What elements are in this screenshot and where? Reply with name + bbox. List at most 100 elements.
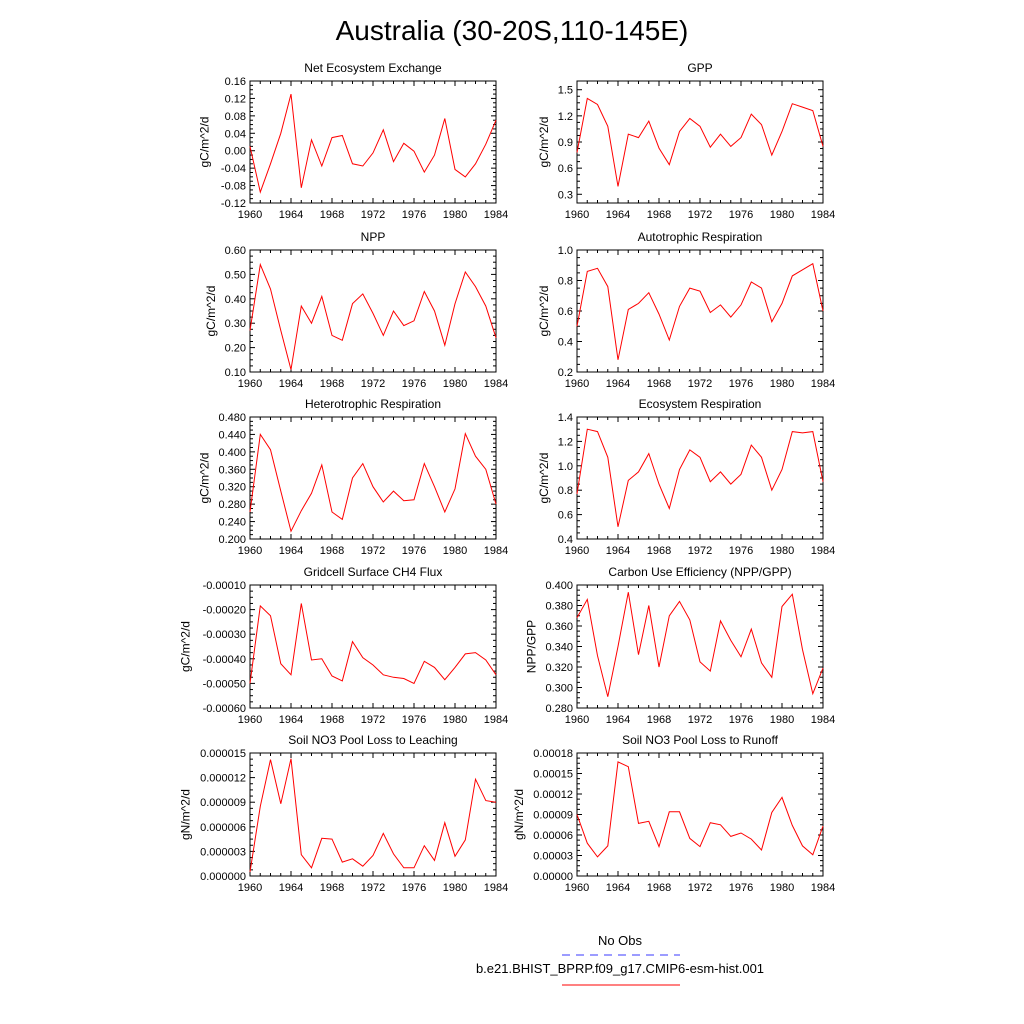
figure-title: Australia (30-20S,110-145E) bbox=[336, 15, 689, 46]
x-tick-label: 1960 bbox=[565, 378, 589, 390]
y-tick-label: 0.4 bbox=[558, 534, 573, 546]
y-tick-label: 0.000012 bbox=[200, 773, 246, 785]
x-tick-label: 1968 bbox=[320, 714, 344, 726]
y-tick-label: 0.000006 bbox=[200, 822, 246, 834]
panel-heterotrophic-respiration: Heterotrophic Respiration 1960 1964 1968 197… bbox=[198, 397, 509, 557]
y-tick-label: 0.08 bbox=[225, 111, 246, 123]
panel-title: NPP bbox=[361, 230, 386, 244]
x-tick-label: 1980 bbox=[443, 378, 467, 390]
panel-title: Carbon Use Efficiency (NPP/GPP) bbox=[608, 565, 791, 579]
x-tick-label: 1984 bbox=[484, 209, 508, 221]
y-tick-label: 0.00 bbox=[225, 146, 246, 158]
plot-frame bbox=[576, 416, 824, 540]
y-tick-label: 0.000015 bbox=[200, 748, 246, 760]
y-tick-label: 1.0 bbox=[558, 461, 573, 473]
panel-title: Autotrophic Respiration bbox=[638, 230, 763, 244]
panel-carbon-use-efficiency-npp-gpp: Carbon Use Efficiency (NPP/GPP) 1960 1964 1… bbox=[525, 565, 836, 726]
x-tick-label: 1968 bbox=[647, 209, 671, 221]
y-tick-label: 0.340 bbox=[545, 642, 573, 654]
panel-gpp: GPP 1960 1964 1968 1972 1976 1980 1984 0.3 0.6 0.9… bbox=[537, 61, 835, 221]
y-tick-label: 0.280 bbox=[218, 499, 246, 511]
x-tick-label: 1972 bbox=[688, 714, 712, 726]
x-tick-label: 1972 bbox=[361, 378, 385, 390]
panel-ecosystem-respiration: Ecosystem Respiration 1960 1964 1968 1972 197… bbox=[537, 397, 835, 557]
x-tick-label: 1960 bbox=[565, 545, 589, 557]
x-tick-label: 1960 bbox=[238, 378, 262, 390]
x-tick-label: 1984 bbox=[811, 378, 835, 390]
y-tick-label: 0.6 bbox=[558, 510, 573, 522]
x-tick-label: 1972 bbox=[688, 545, 712, 557]
x-tick-label: 1964 bbox=[279, 378, 303, 390]
panels-grid: Net Ecosystem Exchange 1960 1964 1968 1972 19… bbox=[179, 61, 836, 894]
x-tick-label: 1960 bbox=[238, 209, 262, 221]
y-tick-label: -0.00020 bbox=[203, 605, 246, 617]
series-line bbox=[249, 431, 497, 533]
y-tick-label: -0.00010 bbox=[203, 580, 246, 592]
y-tick-label: 0.00009 bbox=[533, 810, 573, 822]
y-tick-label: 0.60 bbox=[225, 245, 246, 257]
y-tick-label: 1.0 bbox=[558, 245, 573, 257]
y-tick-label: 1.2 bbox=[558, 111, 573, 123]
panel-soil-no3-pool-loss-to-leaching: Soil NO3 Pool Loss to Leaching 1960 1964 19… bbox=[179, 733, 509, 894]
y-tick-label: 0.360 bbox=[218, 464, 246, 476]
x-tick-label: 1984 bbox=[811, 545, 835, 557]
x-tick-label: 1964 bbox=[279, 209, 303, 221]
y-tick-label: -0.00040 bbox=[203, 654, 246, 666]
y-tick-label: -0.08 bbox=[221, 181, 246, 193]
y-tick-label: 0.16 bbox=[225, 76, 246, 88]
x-tick-label: 1972 bbox=[361, 882, 385, 894]
x-tick-label: 1980 bbox=[443, 545, 467, 557]
series-line bbox=[249, 262, 497, 370]
x-tick-label: 1976 bbox=[729, 545, 753, 557]
plot-frame bbox=[576, 584, 824, 709]
y-tick-label: 0.8 bbox=[558, 276, 573, 288]
x-tick-label: 1980 bbox=[770, 209, 794, 221]
y-tick-label: 0.00006 bbox=[533, 830, 573, 842]
panel-gridcell-surface-ch4-flux: Gridcell Surface CH4 Flux 1960 1964 1968 197… bbox=[179, 565, 509, 726]
y-axis-label: gC/m^2/d bbox=[537, 117, 551, 168]
x-tick-label: 1960 bbox=[238, 545, 262, 557]
x-tick-label: 1984 bbox=[811, 209, 835, 221]
plot-frame bbox=[249, 416, 497, 540]
x-tick-label: 1960 bbox=[238, 714, 262, 726]
y-tick-label: 0.300 bbox=[545, 683, 573, 695]
panel-title: Net Ecosystem Exchange bbox=[304, 61, 442, 75]
x-tick-label: 1964 bbox=[606, 545, 630, 557]
y-tick-label: 0.40 bbox=[225, 294, 246, 306]
series-line bbox=[249, 93, 497, 194]
y-tick-label: 0.320 bbox=[545, 662, 573, 674]
series-line bbox=[576, 262, 824, 360]
y-tick-label: 0.00012 bbox=[533, 789, 573, 801]
y-tick-label: 0.280 bbox=[545, 703, 573, 715]
plot-frame bbox=[576, 249, 824, 373]
x-tick-label: 1964 bbox=[606, 714, 630, 726]
x-tick-label: 1980 bbox=[770, 545, 794, 557]
x-tick-label: 1972 bbox=[361, 209, 385, 221]
x-tick-label: 1976 bbox=[402, 545, 426, 557]
y-tick-label: 0.00003 bbox=[533, 851, 573, 863]
y-tick-label: 0.240 bbox=[218, 517, 246, 529]
y-tick-label: 0.000003 bbox=[200, 846, 246, 858]
y-axis-label: NPP/GPP bbox=[525, 620, 539, 673]
x-tick-label: 1964 bbox=[279, 882, 303, 894]
y-tick-label: 0.480 bbox=[218, 412, 246, 424]
x-tick-label: 1972 bbox=[361, 714, 385, 726]
series-line bbox=[249, 758, 497, 872]
panel-title: Soil NO3 Pool Loss to Runoff bbox=[622, 733, 779, 747]
x-tick-label: 1968 bbox=[320, 545, 344, 557]
series-line bbox=[576, 761, 824, 858]
y-axis-label: gC/m^2/d bbox=[179, 621, 193, 672]
y-tick-label: 0.9 bbox=[558, 137, 573, 149]
x-tick-label: 1964 bbox=[279, 714, 303, 726]
y-tick-label: -0.12 bbox=[221, 198, 246, 210]
x-tick-label: 1976 bbox=[402, 714, 426, 726]
x-tick-label: 1976 bbox=[402, 882, 426, 894]
panel-title: Gridcell Surface CH4 Flux bbox=[304, 565, 443, 579]
x-tick-label: 1968 bbox=[647, 882, 671, 894]
x-tick-label: 1960 bbox=[565, 714, 589, 726]
x-tick-label: 1984 bbox=[484, 714, 508, 726]
y-tick-label: 0.6 bbox=[558, 163, 573, 175]
x-tick-label: 1972 bbox=[361, 545, 385, 557]
x-tick-label: 1964 bbox=[606, 378, 630, 390]
